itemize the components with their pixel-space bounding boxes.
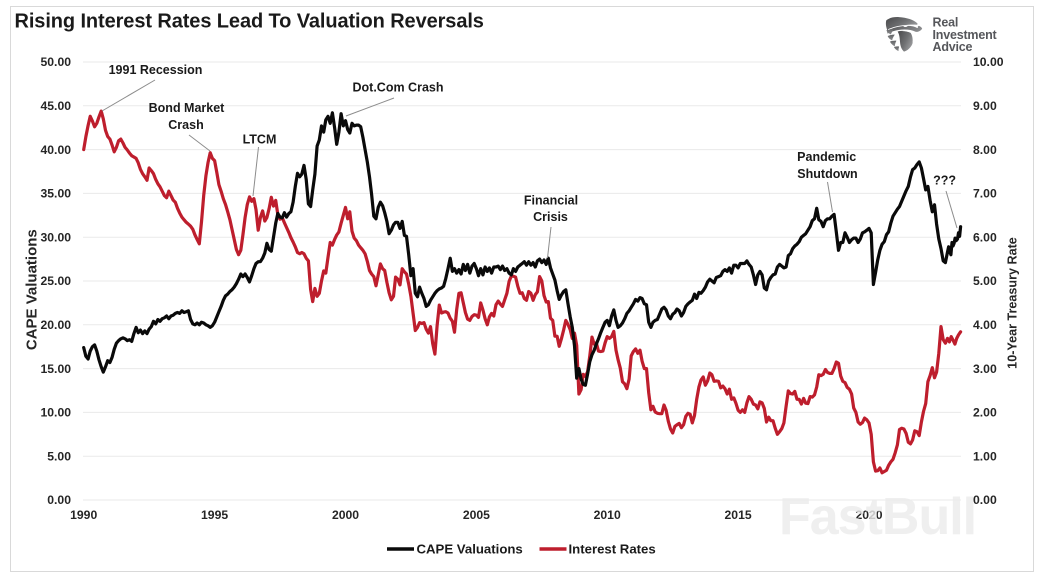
svg-text:45.00: 45.00 (41, 99, 72, 113)
svg-text:7.00: 7.00 (973, 187, 997, 201)
svg-text:10-Year Treasury Rate: 10-Year Treasury Rate (1006, 237, 1020, 369)
svg-text:50.00: 50.00 (41, 55, 72, 69)
svg-text:0.00: 0.00 (973, 493, 997, 507)
svg-text:40.00: 40.00 (41, 143, 72, 157)
svg-text:2000: 2000 (332, 508, 359, 522)
svg-text:2020: 2020 (855, 508, 882, 522)
svg-text:FastBull: FastBull (779, 488, 976, 546)
svg-text:4.00: 4.00 (973, 318, 997, 332)
svg-text:Investment: Investment (933, 28, 998, 42)
svg-text:5.00: 5.00 (973, 274, 997, 288)
svg-text:Shutdown: Shutdown (797, 167, 857, 181)
svg-text:5.00: 5.00 (47, 449, 71, 463)
svg-text:Real: Real (933, 16, 959, 30)
svg-text:20.00: 20.00 (41, 318, 72, 332)
svg-text:30.00: 30.00 (41, 230, 72, 244)
svg-text:Crisis: Crisis (533, 210, 568, 224)
svg-text:2015: 2015 (725, 508, 752, 522)
svg-text:Rising Interest Rates Lead To: Rising Interest Rates Lead To Valuation … (15, 11, 484, 33)
svg-text:35.00: 35.00 (41, 187, 72, 201)
svg-text:8.00: 8.00 (973, 143, 997, 157)
svg-text:1991 Recession: 1991 Recession (109, 63, 203, 77)
svg-text:6.00: 6.00 (973, 230, 997, 244)
svg-text:CAPE Valuations: CAPE Valuations (23, 229, 40, 350)
svg-text:0.00: 0.00 (47, 493, 71, 507)
svg-text:10.00: 10.00 (41, 406, 72, 420)
svg-text:Advice: Advice (933, 40, 973, 54)
svg-text:1990: 1990 (70, 508, 97, 522)
svg-text:???: ??? (933, 174, 956, 188)
svg-text:Dot.Com Crash: Dot.Com Crash (353, 81, 444, 95)
svg-text:2.00: 2.00 (973, 406, 997, 420)
svg-text:2010: 2010 (594, 508, 621, 522)
svg-text:Financial: Financial (524, 194, 578, 208)
svg-text:3.00: 3.00 (973, 362, 997, 376)
svg-text:15.00: 15.00 (41, 362, 72, 376)
svg-text:1995: 1995 (201, 508, 228, 522)
svg-text:LTCM: LTCM (243, 133, 277, 147)
svg-text:10.00: 10.00 (973, 55, 1004, 69)
svg-text:CAPE Valuations: CAPE Valuations (417, 542, 523, 557)
svg-text:Pandemic: Pandemic (797, 150, 856, 164)
svg-text:Bond Market: Bond Market (149, 101, 226, 115)
svg-text:1.00: 1.00 (973, 449, 997, 463)
svg-text:9.00: 9.00 (973, 99, 997, 113)
svg-text:Interest Rates: Interest Rates (569, 542, 656, 557)
svg-text:25.00: 25.00 (41, 274, 72, 288)
svg-text:2005: 2005 (463, 508, 490, 522)
svg-text:Crash: Crash (168, 118, 203, 132)
